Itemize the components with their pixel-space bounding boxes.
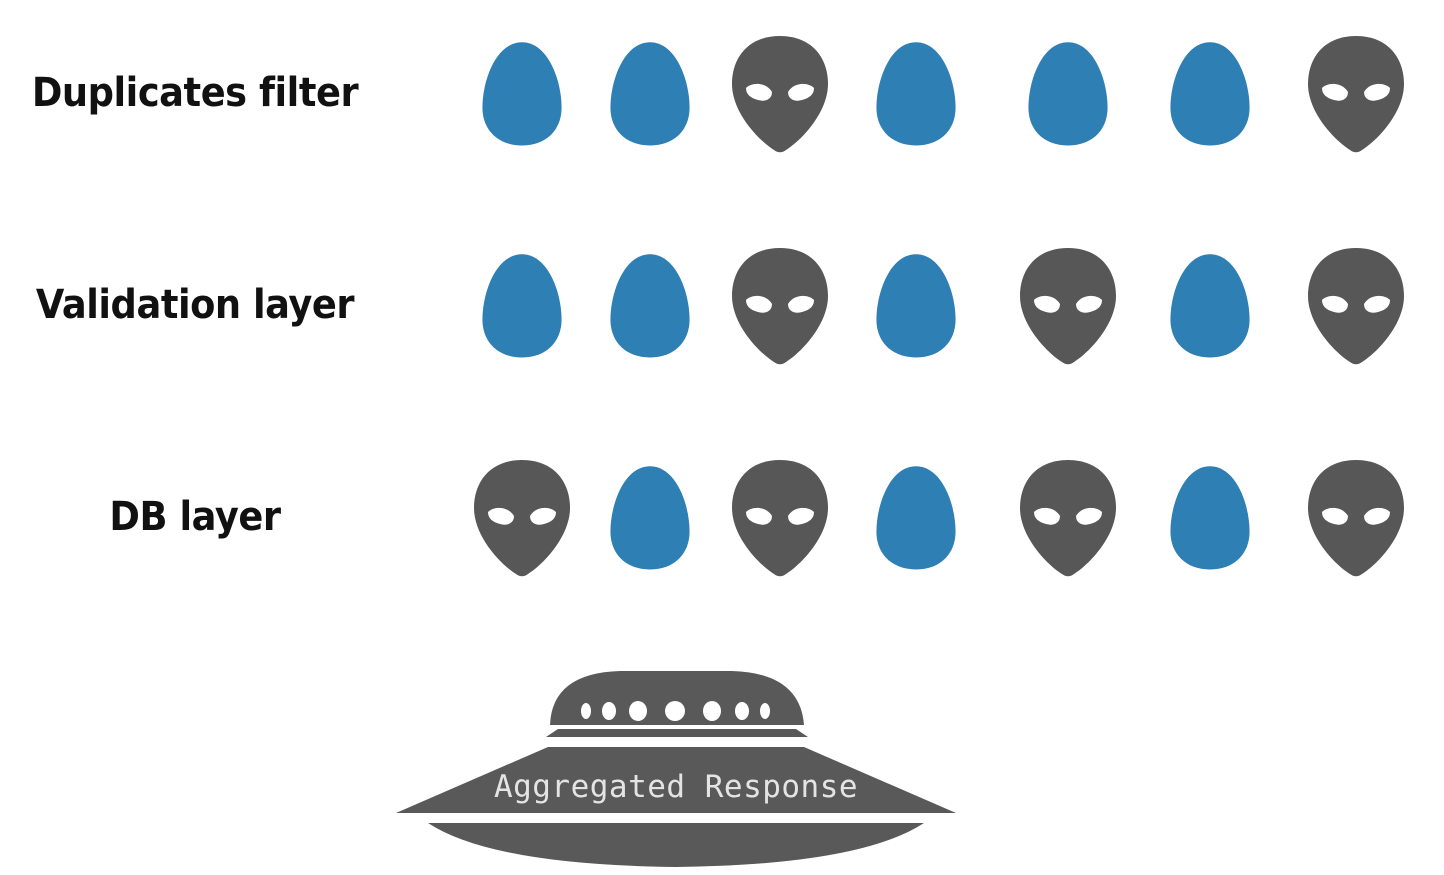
alien-icon bbox=[730, 240, 830, 370]
row-validation-layer: Validation layer bbox=[0, 240, 1444, 370]
egg-icon bbox=[607, 452, 693, 582]
alien-icon bbox=[1306, 28, 1406, 158]
alien-icon bbox=[472, 452, 572, 582]
ufo-label: Aggregated Response bbox=[493, 769, 859, 805]
egg-icon bbox=[479, 28, 565, 158]
row-duplicates-filter: Duplicates filter bbox=[0, 28, 1444, 158]
alien-icon bbox=[1306, 452, 1406, 582]
row-label: Validation layer bbox=[35, 282, 355, 328]
row-label: Duplicates filter bbox=[31, 70, 359, 116]
alien-icon bbox=[730, 452, 830, 582]
ufo-icon: Aggregated Response bbox=[390, 665, 962, 870]
egg-icon bbox=[1025, 28, 1111, 158]
egg-icon bbox=[873, 240, 959, 370]
alien-icon bbox=[730, 28, 830, 158]
alien-icon bbox=[1018, 452, 1118, 582]
egg-icon bbox=[1167, 240, 1253, 370]
alien-icon bbox=[1306, 240, 1406, 370]
alien-icon bbox=[1018, 240, 1118, 370]
egg-icon bbox=[873, 28, 959, 158]
egg-icon bbox=[607, 28, 693, 158]
egg-icon bbox=[1167, 452, 1253, 582]
row-label: DB layer bbox=[109, 494, 281, 540]
egg-icon bbox=[479, 240, 565, 370]
egg-icon bbox=[607, 240, 693, 370]
egg-icon bbox=[1167, 28, 1253, 158]
egg-icon bbox=[873, 452, 959, 582]
row-db-layer: DB layer bbox=[0, 452, 1444, 582]
